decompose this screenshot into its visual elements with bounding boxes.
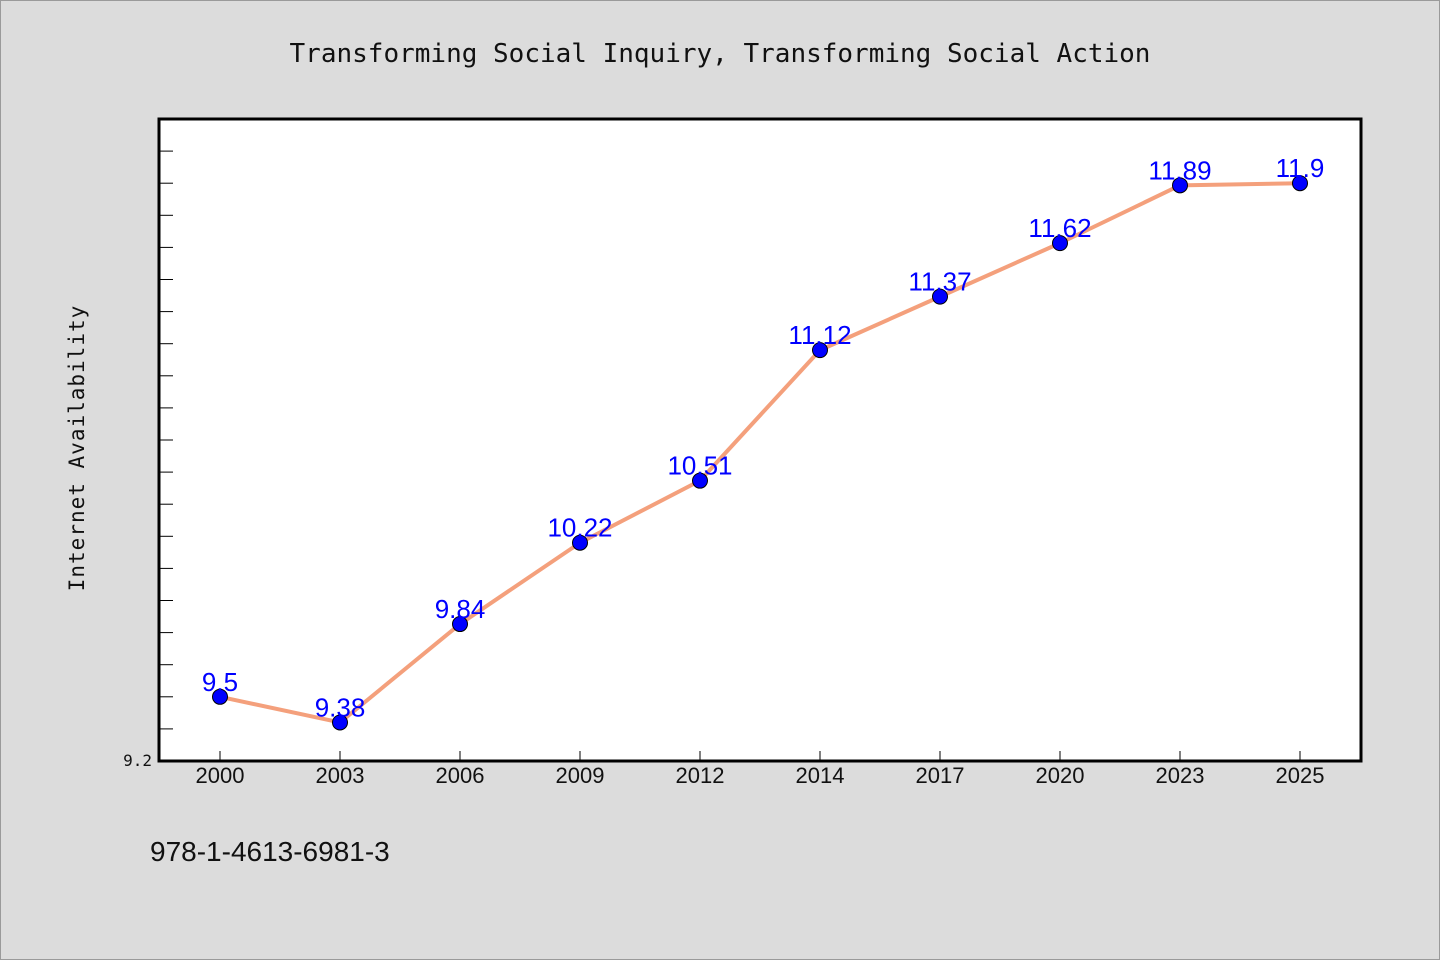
series-line	[219, 181, 1301, 725]
data-label: 10.22	[547, 513, 612, 543]
data-point	[572, 534, 588, 551]
x-tick-label: 2025	[1276, 763, 1325, 788]
data-label: 9.38	[315, 692, 366, 722]
x-tick-label: 2023	[1156, 763, 1205, 788]
data-label: 11.89	[1148, 155, 1211, 185]
data-point	[1292, 175, 1308, 192]
chart-title: Transforming Social Inquiry, Transformin…	[290, 39, 1151, 69]
y-axis-ticks	[159, 150, 173, 730]
data-point	[1172, 177, 1188, 194]
x-tick-label: 2014	[796, 763, 845, 788]
y-tick-label: 9.2	[123, 751, 152, 770]
isbn-footer: 978-1-4613-6981-3	[150, 836, 390, 867]
x-tick-label: 2009	[556, 763, 605, 788]
data-label: 10.51	[667, 451, 732, 481]
data-labels: 9.5 9.38 9.84 10.22 10.51 11.12 11.37 11.62 11.8…	[202, 153, 1324, 722]
data-label: 11.12	[788, 320, 851, 350]
x-tick-label: 2012	[676, 763, 725, 788]
data-label: 11.62	[1028, 213, 1091, 243]
x-tick-label: 2017	[916, 763, 965, 788]
data-point	[212, 688, 228, 705]
x-tick-label: 2003	[316, 763, 365, 788]
y-axis-label: Internet Availability	[65, 305, 89, 592]
series-line-group	[219, 181, 1301, 725]
x-tick-label: 2000	[196, 763, 245, 788]
data-label: 11.37	[908, 267, 971, 297]
x-tick-label: 2020	[1036, 763, 1085, 788]
data-point	[332, 714, 348, 731]
x-axis-ticks: 2000 2003 2006 2009 2012 2014 2017 2020 2023 2025	[196, 751, 1325, 788]
data-point	[692, 472, 708, 489]
data-label: 11.9	[1276, 153, 1325, 183]
plot-area	[157, 117, 1363, 763]
data-point	[1052, 235, 1068, 252]
data-label: 9.5	[202, 667, 238, 697]
data-point	[932, 288, 948, 305]
data-point	[812, 342, 828, 359]
data-point	[452, 616, 468, 633]
data-label: 9.84	[435, 594, 486, 624]
x-tick-label: 2006	[436, 763, 485, 788]
data-points	[212, 175, 1308, 731]
